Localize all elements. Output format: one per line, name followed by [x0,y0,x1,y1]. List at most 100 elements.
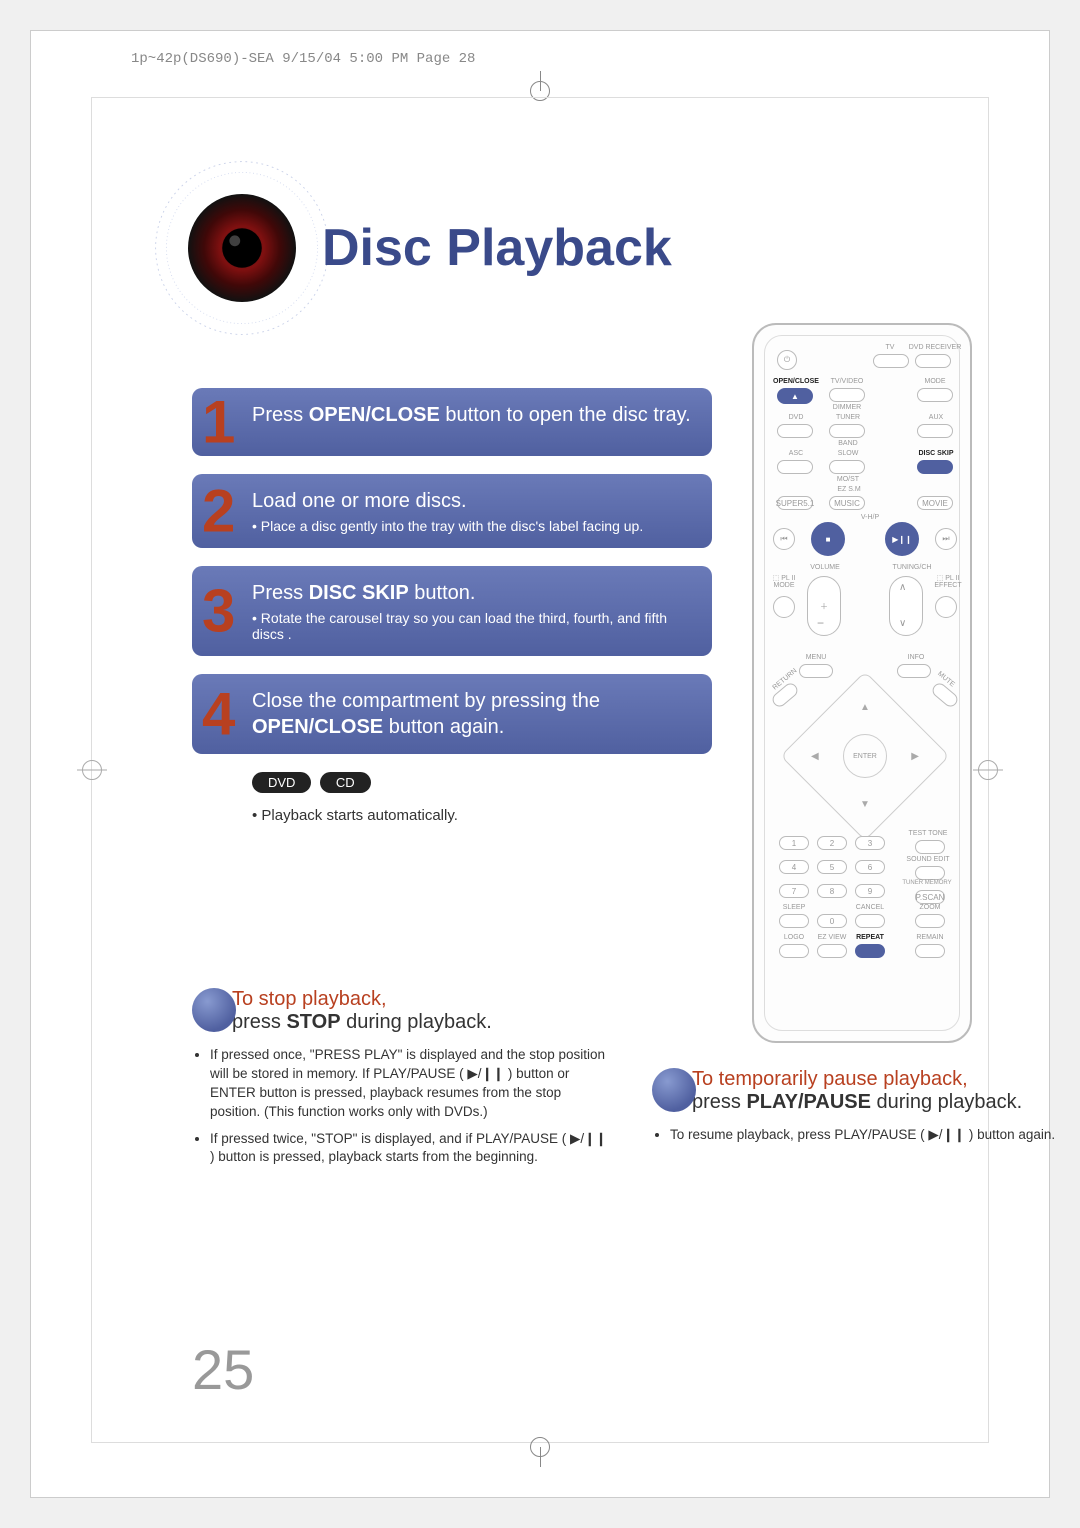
ezview-label: EZ VIEW [815,934,849,941]
section-line2-post: during playback. [871,1091,1022,1113]
disc-skip-button [917,460,953,474]
sleep-button [779,914,809,928]
dvd-receiver-label: DVD RECEIVER [907,344,963,351]
step-text-post: button. [409,582,476,604]
pscan-button: P.SCAN [915,890,945,904]
badge-cd: CD [320,772,371,793]
pl2-effect-label: ⬚ PL II EFFECT [931,574,965,589]
section-line2-pre: press [692,1091,746,1113]
pl2-effect-button [935,596,957,618]
logo-button [779,944,809,958]
pause-playback-section: To temporarily pause playback, press PLA… [652,1068,1072,1153]
section-line2-post: during playback. [341,1011,492,1033]
stop-button: ■ [811,522,845,556]
section-line2: press STOP during playback. [232,1011,612,1034]
content-frame: Disc Playback 1 Press OPEN/CLOSE button … [91,97,989,1443]
step-3: 3 Press DISC SKIP button. • Rotate the c… [192,566,712,656]
sleep-label: SLEEP [779,904,809,911]
vhp-label: V-H/P [855,514,885,521]
bullet-item: If pressed once, "PRESS PLAY" is display… [210,1046,612,1122]
step-text-bold: DISC SKIP [309,582,409,604]
section-line2: press PLAY/PAUSE during playback. [692,1091,1072,1114]
pl2-mode-label: ⬚ PL II MODE [767,574,801,589]
num-4-button: 4 [779,860,809,874]
num-2-button: 2 [817,836,847,850]
section-line2-pre: press [232,1011,286,1033]
volume-label: VOLUME [805,564,845,571]
registration-mark-right [968,750,1008,790]
remain-button [915,944,945,958]
disc-skip-label: DISC SKIP [911,450,961,457]
section-line2-bold: PLAY/PAUSE [746,1091,870,1113]
pl2-mode-button [773,596,795,618]
dvd-button [777,424,813,438]
dvd-select-button [915,354,951,368]
step-text-bold: OPEN/CLOSE [252,716,383,738]
open-close-button: ▲ [777,388,813,404]
tv-select-button [873,354,909,368]
repeat-label: REPEAT [853,934,887,941]
ezsm-label: EZ S.M [829,486,869,493]
tv-video-label: TV/VIDEO [827,378,867,385]
enter-button: ENTER [843,734,887,778]
next-track-button: ⏭ [935,528,957,550]
info-label: INFO [901,654,931,661]
section-line1: To stop playback, [232,988,612,1011]
num-7-button: 7 [779,884,809,898]
tuner-mem-label: TUNER MEMORY [899,880,955,886]
enter-label: ENTER [853,753,877,760]
step-text: Close the compartment by pressing the OP… [252,688,694,740]
step-text-post: button again. [383,716,504,738]
zoom-button [915,914,945,928]
page-number: 25 [192,1337,254,1402]
num-0-button: 0 [817,914,847,928]
step-number: 1 [202,388,235,457]
cancel-label: CANCEL [853,904,887,911]
step-number: 3 [202,577,235,646]
slow-label: SLOW [831,450,865,457]
step-text-post: button to open the disc tray. [440,404,691,426]
step-text: Press OPEN/CLOSE button to open the disc… [252,402,694,428]
section-bullet-icon [652,1068,696,1112]
page: 1p~42p(DS690)-SEA 9/15/04 5:00 PM Page 2… [30,30,1050,1498]
registration-mark-left [72,750,112,790]
section-line2-bold: STOP [286,1011,340,1033]
crop-mark-bottom [520,1427,560,1467]
logo-label: LOGO [779,934,809,941]
step-subtext: • Place a disc gently into the tray with… [252,518,694,534]
power-button: ⏻ [777,350,797,370]
tv-video-button [829,388,865,402]
speaker-graphic [152,158,332,338]
most-label: MO/ST [831,476,865,483]
num-1-button: 1 [779,836,809,850]
num-8-button: 8 [817,884,847,898]
aux-label: AUX [921,414,951,421]
direction-pad: ENTER ▲ ▼ ◀ ▶ [805,696,925,816]
test-tone-button [915,840,945,854]
open-close-label: OPEN/CLOSE [771,378,821,385]
section-bullet-icon [192,988,236,1032]
prev-track-button: ⏮ [773,528,795,550]
sound-edit-button [915,866,945,880]
step-text: Press DISC SKIP button. [252,580,694,606]
dvd-label: DVD [781,414,811,421]
steps-column: 1 Press OPEN/CLOSE button to open the di… [192,388,712,824]
step-number: 4 [202,680,235,749]
band-label: BAND [833,440,863,447]
asc-button [777,460,813,474]
remain-label: REMAIN [913,934,947,941]
menu-button [799,664,833,678]
supers-button: SUPER5.1 [777,496,813,510]
auto-playback-note: Playback starts automatically. [252,807,712,824]
num-5-button: 5 [817,860,847,874]
tv-label: TV [875,344,905,351]
step-4: 4 Close the compartment by pressing the … [192,674,712,754]
remote-control-diagram: ⏻ TV DVD RECEIVER OPEN/CLOSE ▲ TV/VIDEO … [752,323,972,1043]
asc-label: ASC [781,450,811,457]
stop-playback-section: To stop playback, press STOP during play… [192,988,612,1175]
aux-button [917,424,953,438]
remote-inner: ⏻ TV DVD RECEIVER OPEN/CLOSE ▲ TV/VIDEO … [764,335,960,1031]
tuning-label: TUNING/CH [887,564,937,571]
step-text-bold: OPEN/CLOSE [309,404,440,426]
slow-button [829,460,865,474]
